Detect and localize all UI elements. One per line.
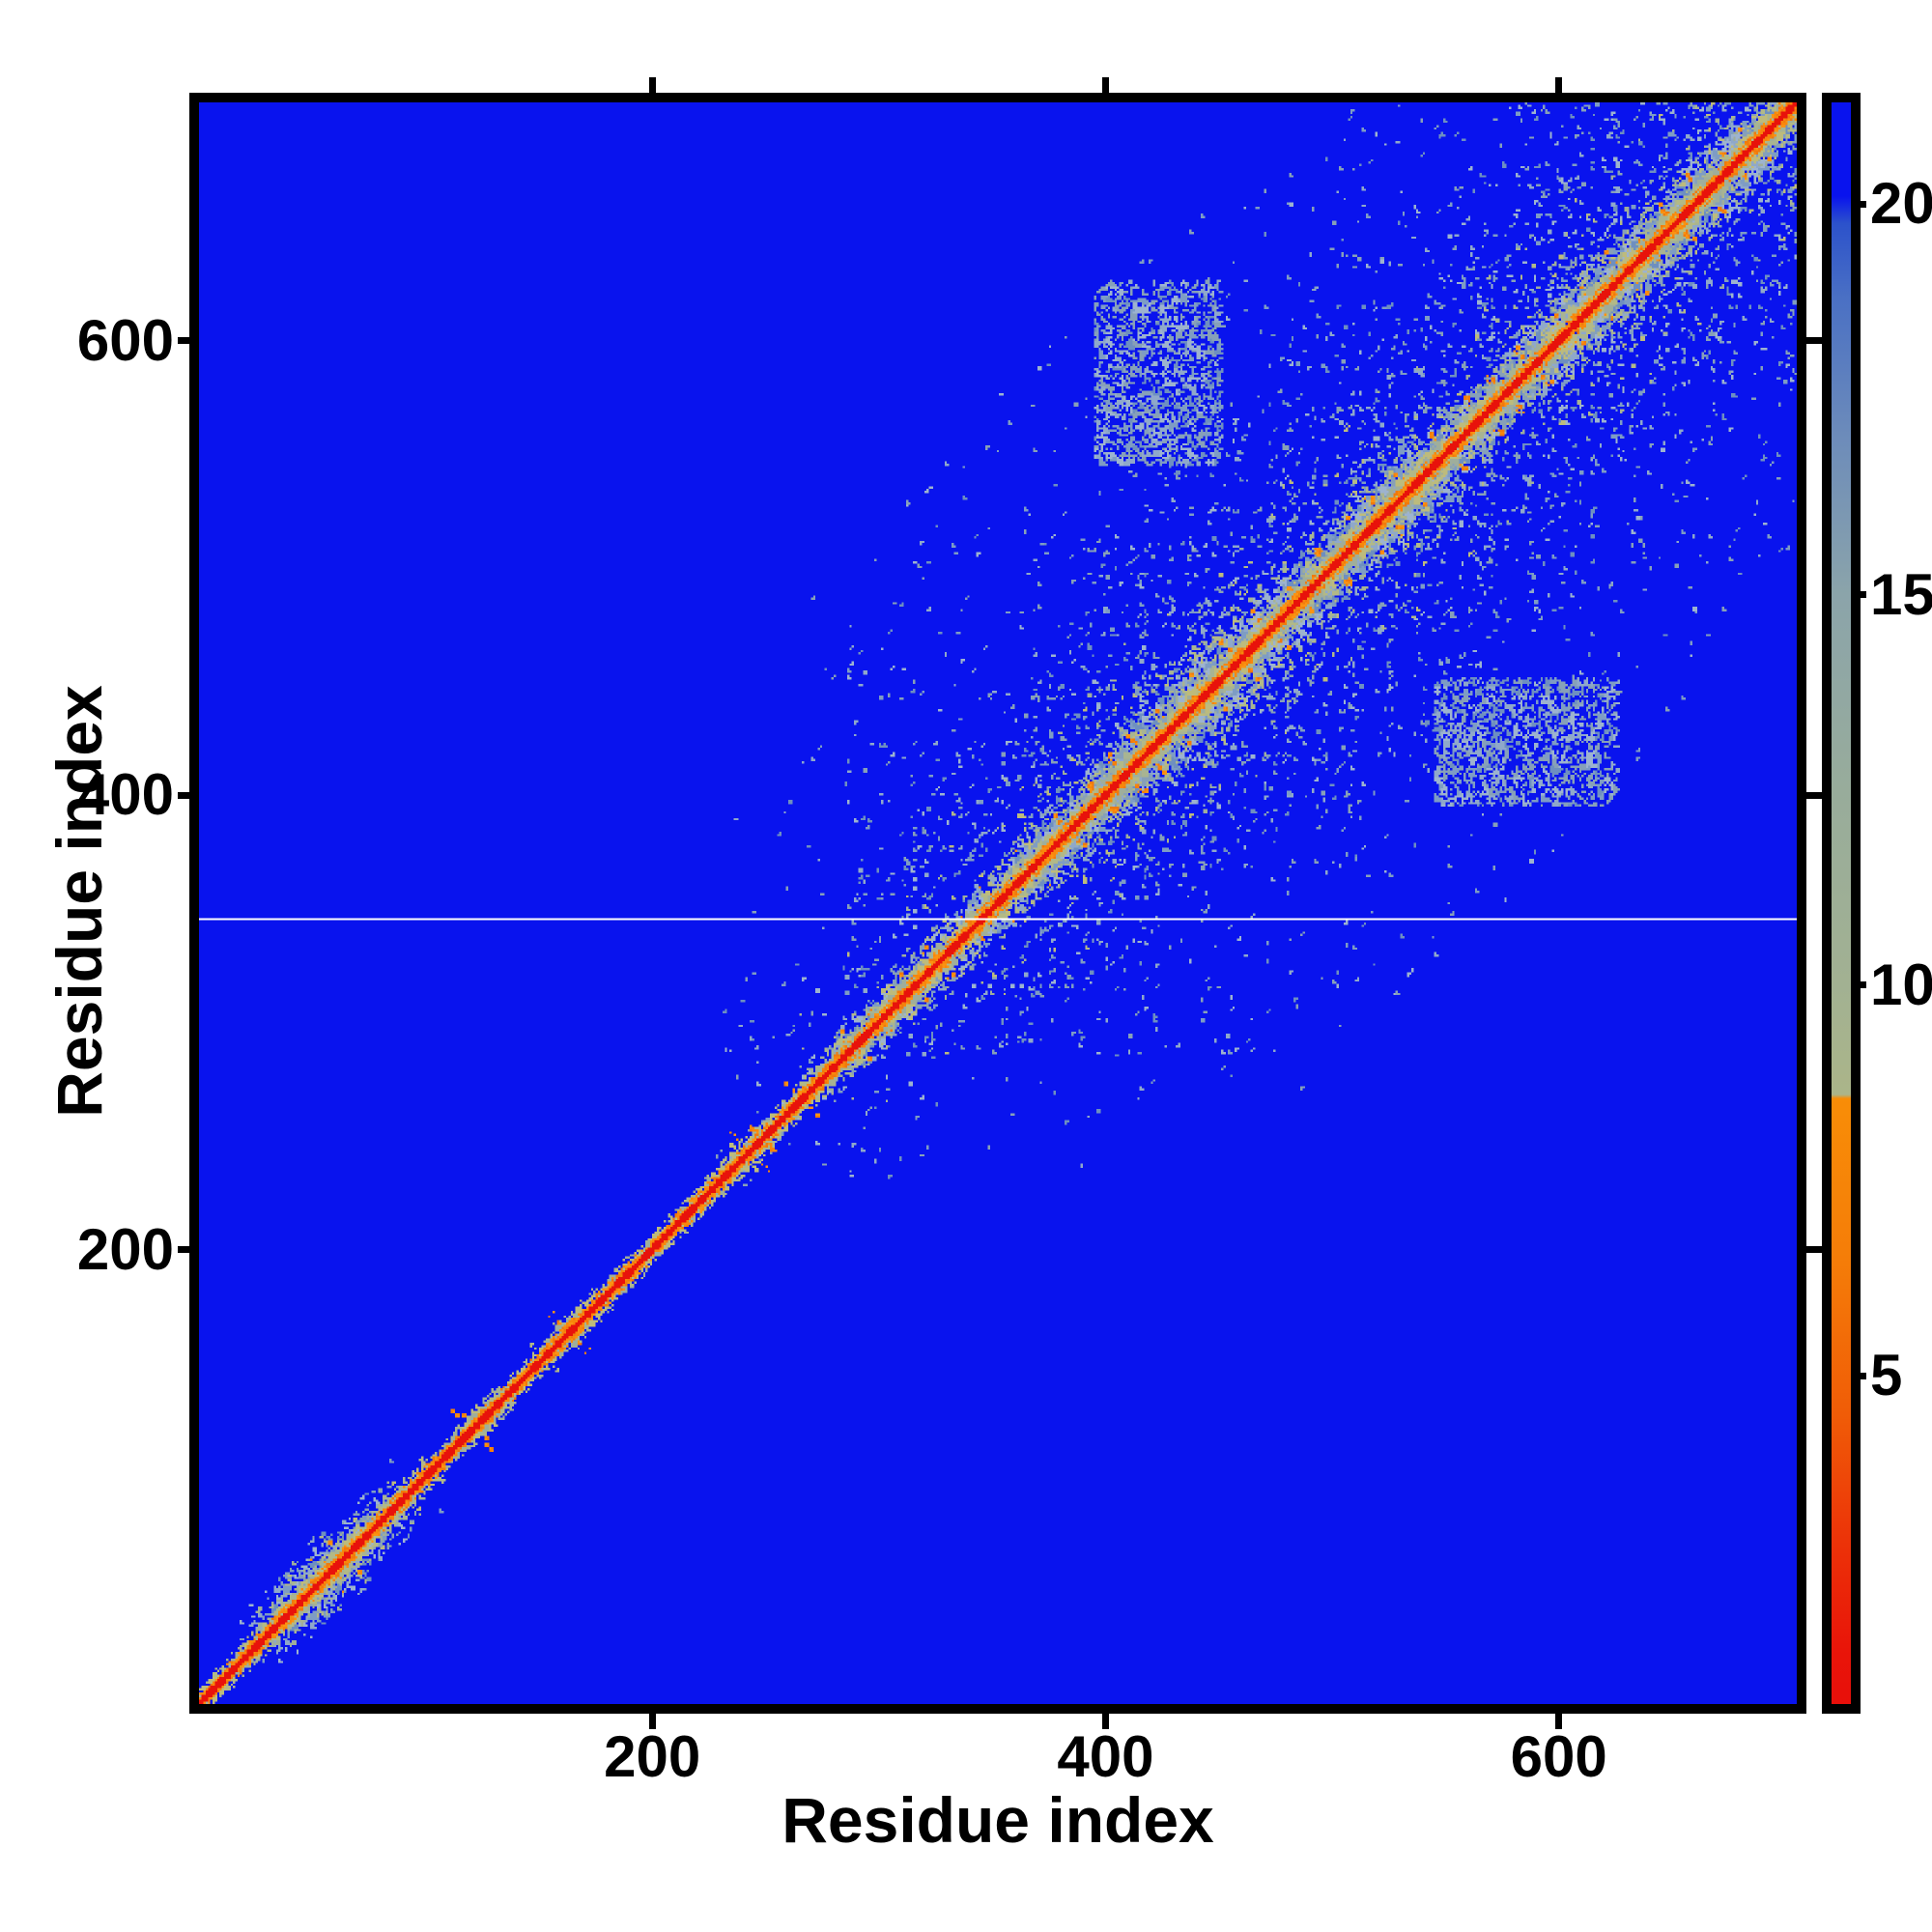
y-tick-right xyxy=(1806,1246,1822,1254)
heatmap-canvas xyxy=(199,102,1797,1704)
colorbar-tick xyxy=(1851,200,1866,208)
y-tick-left xyxy=(178,337,193,345)
y-tick-right xyxy=(1806,791,1822,799)
x-tick-label: 400 xyxy=(1057,1724,1154,1789)
colorbar-tick xyxy=(1851,591,1866,599)
x-tick-label: 200 xyxy=(604,1724,701,1789)
colorbar-tick xyxy=(1851,981,1866,989)
colorbar-tick xyxy=(1851,1372,1866,1379)
y-tick-label: 400 xyxy=(76,762,174,828)
y-tick-left xyxy=(178,791,193,799)
y-tick-right xyxy=(1806,337,1822,345)
x-tick-bottom xyxy=(1101,1714,1109,1729)
x-tick-top xyxy=(1101,77,1109,93)
x-tick-bottom xyxy=(1555,1714,1563,1729)
colorbar-tick-label: 15 xyxy=(1870,561,1932,627)
y-tick-label: 600 xyxy=(76,307,174,373)
colorbar-tick-label: 5 xyxy=(1870,1343,1903,1408)
x-tick-bottom xyxy=(648,1714,656,1729)
colorbar-gradient xyxy=(1832,102,1851,1704)
y-tick-label: 200 xyxy=(76,1216,174,1282)
x-tick-label: 600 xyxy=(1510,1724,1607,1789)
colorbar-tick-label: 10 xyxy=(1870,952,1932,1017)
y-axis-title: Residue index xyxy=(43,685,115,1118)
y-tick-left xyxy=(178,1246,193,1254)
x-tick-top xyxy=(648,77,656,93)
x-axis-title: Residue index xyxy=(781,1784,1214,1856)
colorbar-tick-label: 20 xyxy=(1870,171,1932,237)
x-tick-top xyxy=(1555,77,1563,93)
colorbar-frame xyxy=(1822,93,1861,1714)
